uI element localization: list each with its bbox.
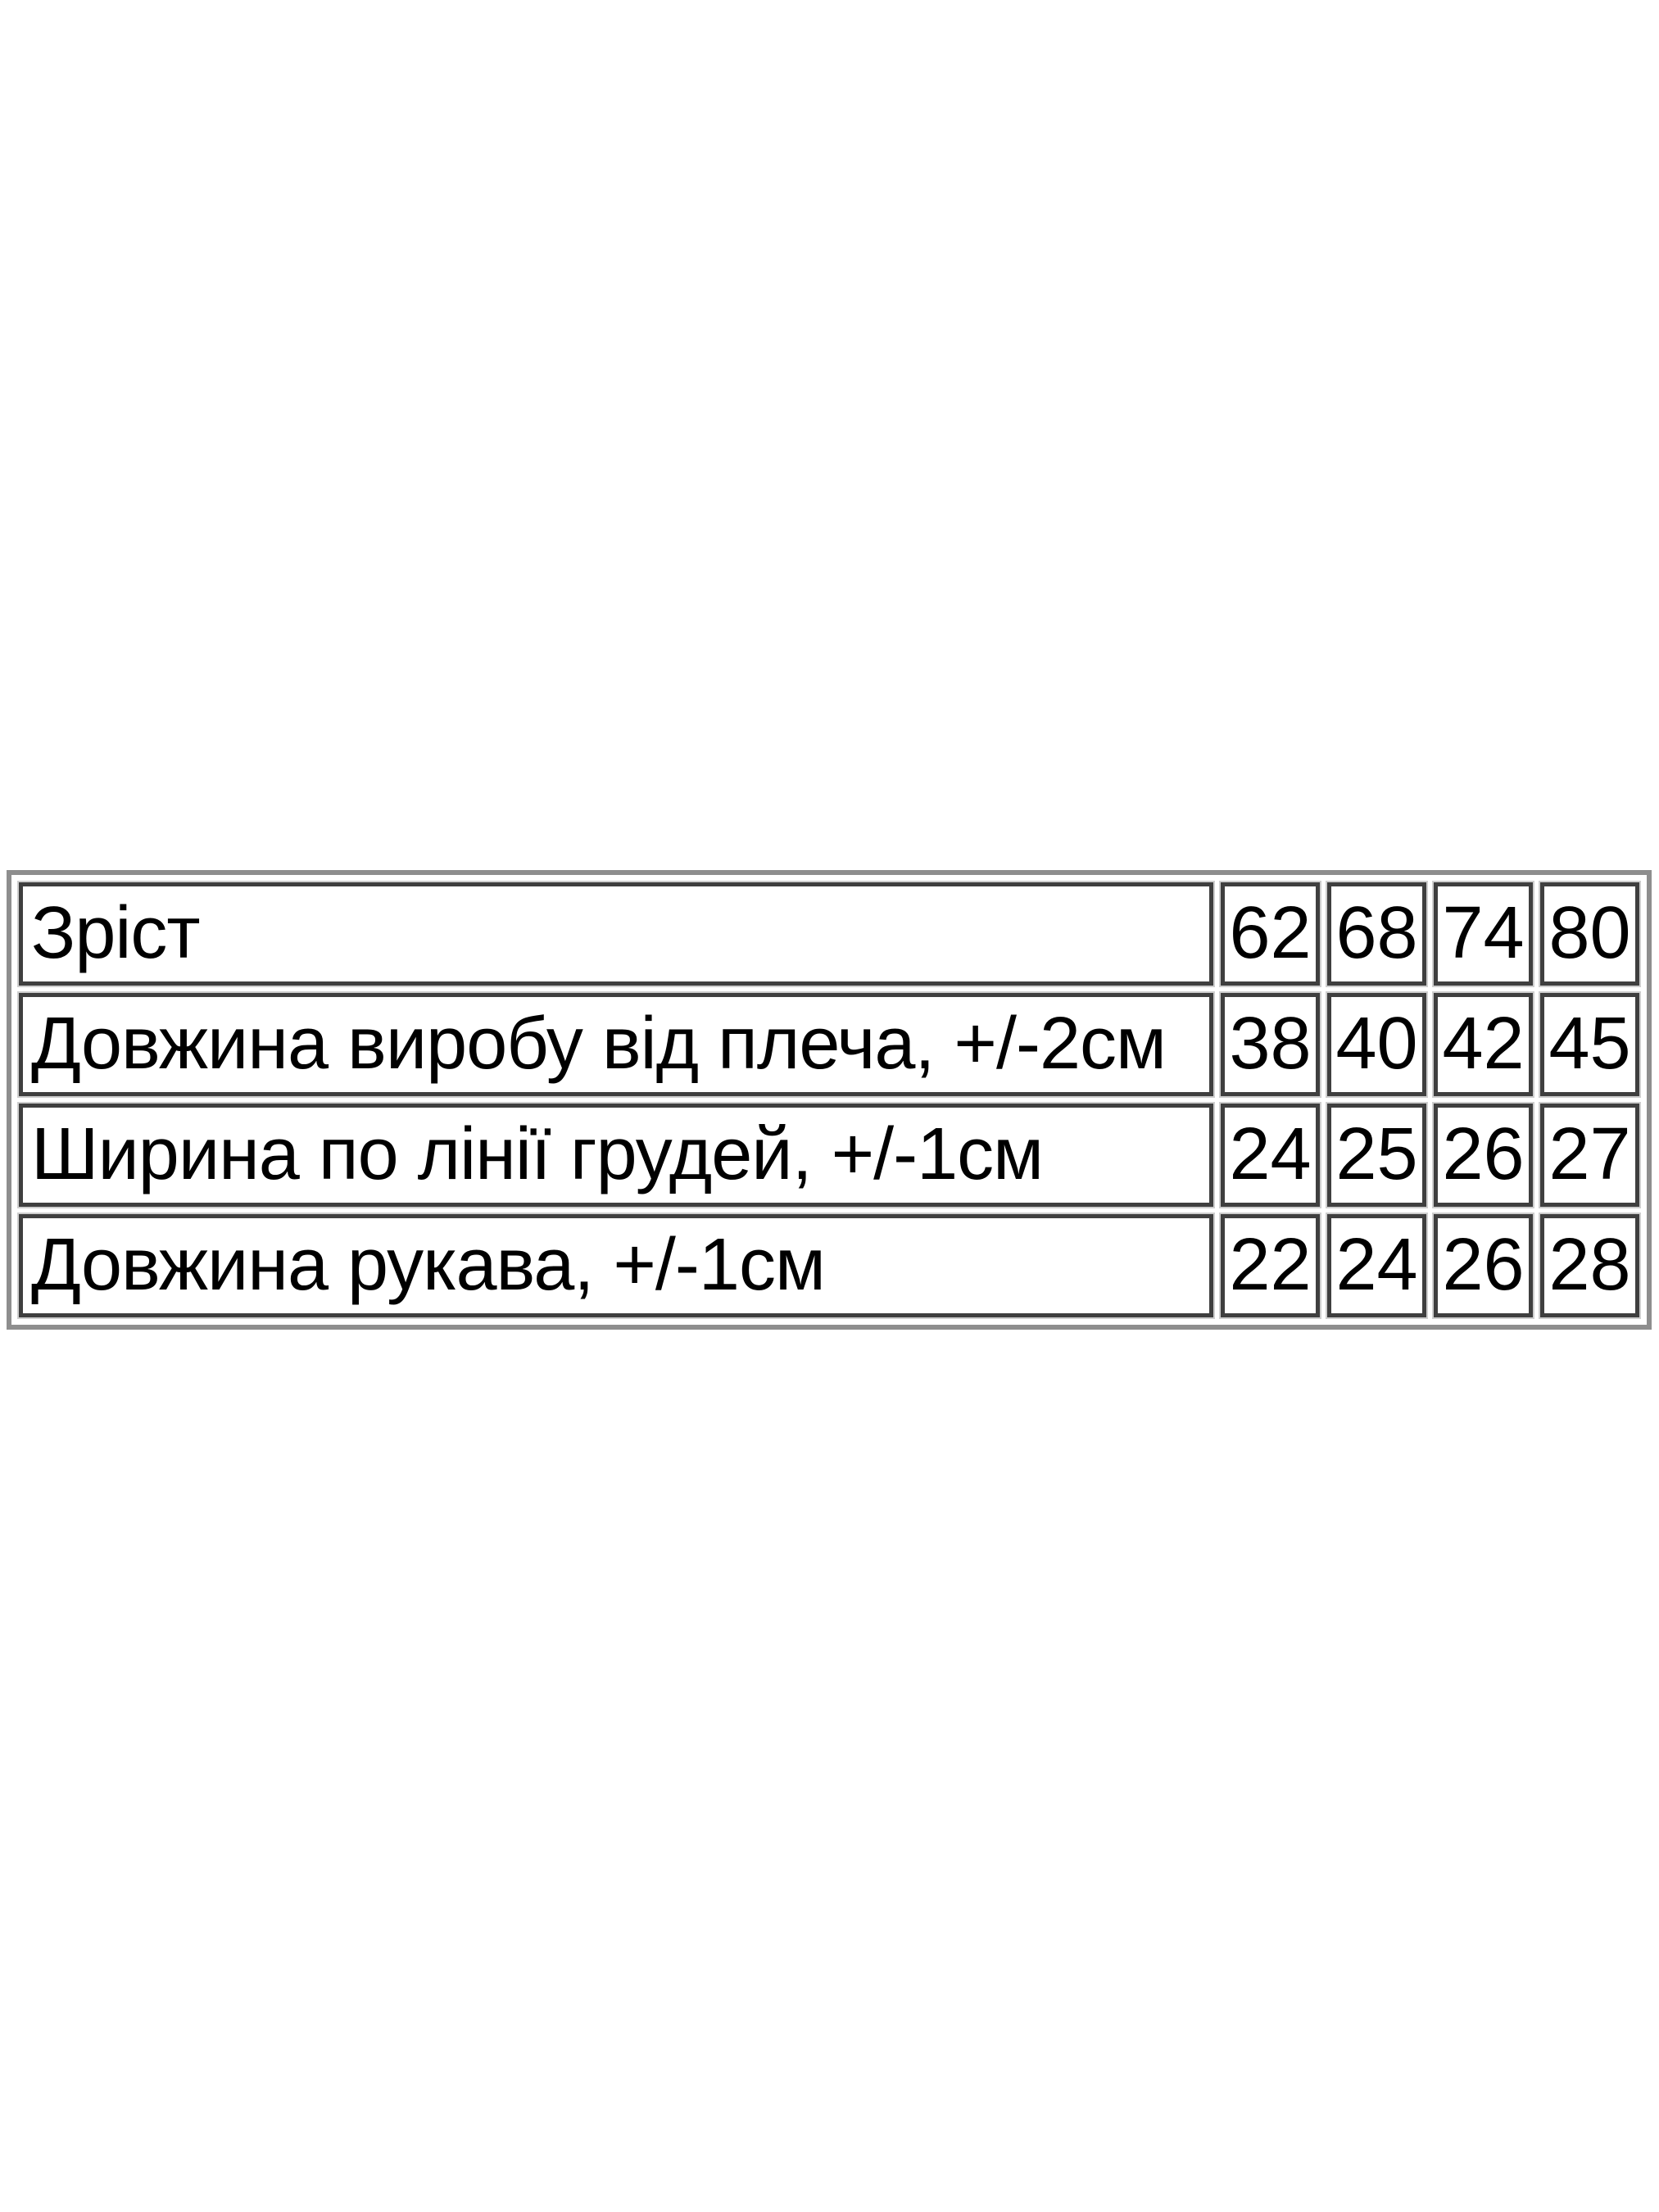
size-value-cell: 42: [1434, 993, 1533, 1096]
size-value-cell: 26: [1434, 1104, 1533, 1207]
table-row: Ширина по лінії грудей, +/-1см 24 25 26 27: [19, 1104, 1639, 1207]
row-label: Зріст: [19, 882, 1213, 986]
size-value-cell: 28: [1540, 1214, 1639, 1317]
table-row: Зріст 62 68 74 80: [19, 882, 1639, 986]
size-value-cell: 24: [1221, 1104, 1320, 1207]
size-chart-body: Зріст 62 68 74 80 Довжина виробу від плеча,…: [19, 882, 1639, 1317]
size-chart-table: Зріст 62 68 74 80 Довжина виробу від плеча,…: [7, 870, 1652, 1330]
size-value-cell: 80: [1540, 882, 1639, 986]
row-label: Довжина виробу від плеча, +/-2см: [19, 993, 1213, 1096]
table-row: Довжина виробу від плеча, +/-2см 38 40 42 4…: [19, 993, 1639, 1096]
size-value-cell: 25: [1327, 1104, 1426, 1207]
size-value-cell: 22: [1221, 1214, 1320, 1317]
size-value-cell: 68: [1327, 882, 1426, 986]
size-value-cell: 74: [1434, 882, 1533, 986]
size-value-cell: 40: [1327, 993, 1426, 1096]
row-label: Довжина рукава, +/-1см: [19, 1214, 1213, 1317]
size-value-cell: 27: [1540, 1104, 1639, 1207]
table-row: Довжина рукава, +/-1см 22 24 26 28: [19, 1214, 1639, 1317]
size-value-cell: 45: [1540, 993, 1639, 1096]
size-value-cell: 62: [1221, 882, 1320, 986]
size-value-cell: 24: [1327, 1214, 1426, 1317]
size-value-cell: 38: [1221, 993, 1320, 1096]
size-value-cell: 26: [1434, 1214, 1533, 1317]
row-label: Ширина по лінії грудей, +/-1см: [19, 1104, 1213, 1207]
